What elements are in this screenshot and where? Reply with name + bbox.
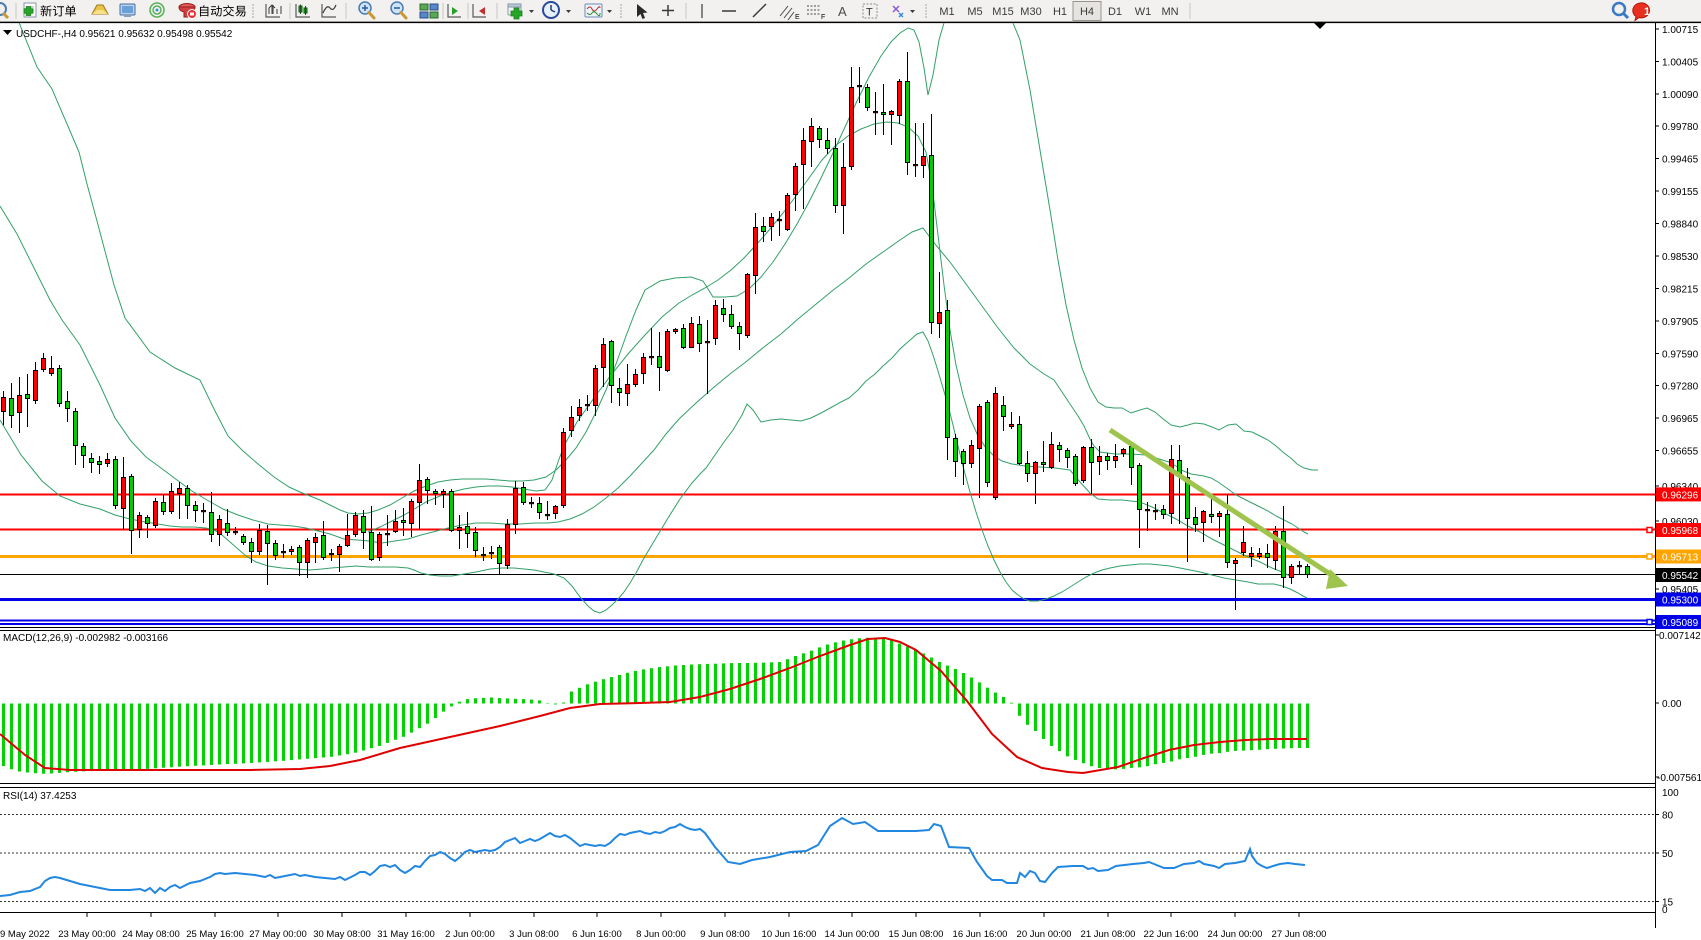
svg-text:0.00: 0.00 (1662, 699, 1682, 710)
svg-text:1: 1 (1644, 6, 1650, 18)
svg-text:F: F (821, 14, 825, 21)
svg-text:MN: MN (1161, 6, 1178, 18)
svg-text:W1: W1 (1135, 6, 1152, 18)
svg-text:M30: M30 (1020, 6, 1041, 18)
svg-text:0.96296: 0.96296 (1662, 490, 1699, 501)
svg-text:3 Jun 08:00: 3 Jun 08:00 (509, 929, 559, 940)
svg-text:27 May 00:00: 27 May 00:00 (249, 929, 307, 940)
svg-text:0.95089: 0.95089 (1662, 618, 1699, 629)
svg-text:0.99780: 0.99780 (1662, 122, 1699, 133)
svg-text:0.95713: 0.95713 (1662, 553, 1699, 564)
svg-text:0.95300: 0.95300 (1662, 596, 1699, 607)
svg-text:E: E (795, 14, 800, 21)
svg-text:80: 80 (1662, 811, 1674, 822)
svg-text:0.98215: 0.98215 (1662, 285, 1699, 296)
svg-text:16 Jun 16:00: 16 Jun 16:00 (953, 929, 1008, 940)
svg-text:20 Jun 00:00: 20 Jun 00:00 (1017, 929, 1072, 940)
svg-text:M5: M5 (967, 6, 982, 18)
svg-text:1.00090: 1.00090 (1662, 90, 1699, 101)
svg-text:T: T (866, 7, 873, 19)
svg-text:0.96655: 0.96655 (1662, 447, 1699, 458)
svg-text:31 May 16:00: 31 May 16:00 (377, 929, 435, 940)
svg-text:0.96965: 0.96965 (1662, 414, 1699, 425)
svg-text:30 May 08:00: 30 May 08:00 (313, 929, 371, 940)
svg-text:2 Jun 00:00: 2 Jun 00:00 (445, 929, 495, 940)
svg-text:H4: H4 (1080, 6, 1094, 18)
svg-text:9 May 2022: 9 May 2022 (0, 929, 50, 940)
svg-text:21 Jun 08:00: 21 Jun 08:00 (1081, 929, 1136, 940)
svg-text:0.95542: 0.95542 (1662, 571, 1699, 582)
svg-text:0.99155: 0.99155 (1662, 187, 1699, 198)
svg-text:0.95968: 0.95968 (1662, 526, 1699, 537)
svg-text:A: A (838, 4, 847, 19)
svg-text:25 May 16:00: 25 May 16:00 (186, 929, 244, 940)
svg-text:22 Jun 16:00: 22 Jun 16:00 (1144, 929, 1199, 940)
svg-text:8 Jun 00:00: 8 Jun 00:00 (636, 929, 686, 940)
svg-text:RSI(14) 37.4253: RSI(14) 37.4253 (3, 791, 77, 802)
svg-text:M1: M1 (939, 6, 954, 18)
svg-text:USDCHF-,H4 0.95621 0.95632 0.: USDCHF-,H4 0.95621 0.95632 0.95498 0.955… (16, 29, 233, 40)
svg-text:0.007142: 0.007142 (1659, 631, 1701, 642)
svg-text:14 Jun 00:00: 14 Jun 00:00 (825, 929, 880, 940)
svg-text:15 Jun 08:00: 15 Jun 08:00 (889, 929, 944, 940)
svg-text:0.97280: 0.97280 (1662, 382, 1699, 393)
svg-text:-0.007561: -0.007561 (1657, 773, 1701, 784)
svg-text:50: 50 (1662, 849, 1674, 860)
svg-text:1.00715: 1.00715 (1662, 25, 1699, 36)
svg-text:H1: H1 (1053, 6, 1067, 18)
svg-text:9 Jun 08:00: 9 Jun 08:00 (700, 929, 750, 940)
svg-text:0.96030: 0.96030 (1662, 517, 1699, 528)
svg-text:10 Jun 16:00: 10 Jun 16:00 (762, 929, 817, 940)
svg-text:6 Jun 16:00: 6 Jun 16:00 (572, 929, 622, 940)
svg-text:0.99465: 0.99465 (1662, 155, 1699, 166)
svg-text:27 Jun 08:00: 27 Jun 08:00 (1272, 929, 1327, 940)
svg-text:1.00405: 1.00405 (1662, 58, 1699, 69)
svg-text:MACD(12,26,9) -0.002982 -0.003: MACD(12,26,9) -0.002982 -0.003166 (3, 633, 169, 644)
svg-text:23 May 00:00: 23 May 00:00 (58, 929, 116, 940)
svg-text:0.98530: 0.98530 (1662, 252, 1699, 263)
svg-text:24 Jun 00:00: 24 Jun 00:00 (1208, 929, 1263, 940)
svg-text:M15: M15 (992, 6, 1013, 18)
svg-text:0.97590: 0.97590 (1662, 350, 1699, 361)
svg-text:D1: D1 (1108, 6, 1122, 18)
svg-text:0.97905: 0.97905 (1662, 317, 1699, 328)
svg-text:100: 100 (1662, 788, 1679, 799)
svg-text:0: 0 (1662, 905, 1668, 916)
svg-text:15: 15 (1662, 898, 1674, 909)
svg-text:24 May 08:00: 24 May 08:00 (122, 929, 180, 940)
svg-text:0.98840: 0.98840 (1662, 220, 1699, 231)
svg-text:0.95405: 0.95405 (1662, 585, 1699, 596)
